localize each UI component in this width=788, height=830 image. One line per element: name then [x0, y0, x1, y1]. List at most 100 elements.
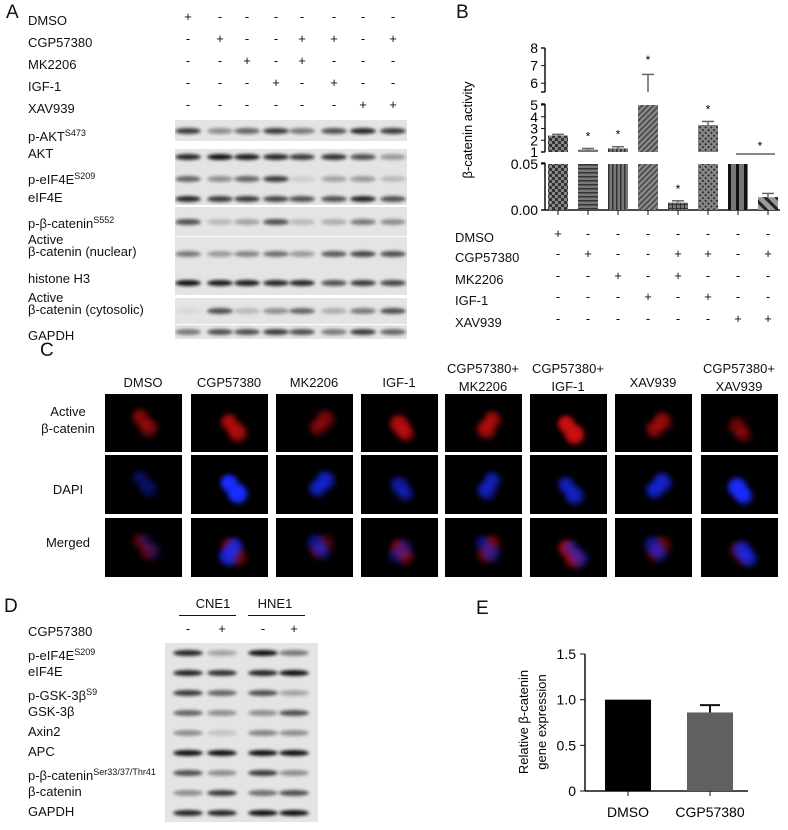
- y-tick-label: 4: [530, 109, 538, 125]
- treatment-sign: -: [585, 268, 591, 283]
- western-blot-strip: [165, 663, 318, 683]
- significance-star: *: [616, 128, 621, 142]
- cell-signal: [476, 536, 492, 552]
- blot-band: [173, 790, 203, 796]
- treatment-sign: -: [299, 75, 305, 90]
- cell-signal: [571, 550, 585, 564]
- cell-signal: [133, 534, 145, 546]
- western-blot-strip: [165, 643, 318, 663]
- blot-label-text: p-eIF4E: [28, 648, 75, 663]
- treatment-sign: -: [360, 53, 366, 68]
- cell-signal: [654, 474, 672, 492]
- bar: [638, 105, 658, 152]
- blot-band: [380, 250, 406, 257]
- blot-label: GAPDH: [28, 329, 74, 343]
- blot-band: [279, 650, 309, 656]
- blot-band: [279, 809, 309, 816]
- blot-band: [207, 730, 237, 736]
- treatment-sign: -: [390, 75, 396, 90]
- blot-label-text: p-β-catenin: [28, 768, 94, 783]
- x-tick-label: CGP57380: [675, 804, 744, 820]
- blot-band: [321, 250, 347, 257]
- column-header: CGP57380+: [447, 361, 519, 376]
- cell-signal: [145, 543, 163, 561]
- treatment-label: DMSO: [455, 230, 494, 245]
- cell-signal: [485, 473, 501, 489]
- cell-signal: [654, 413, 668, 427]
- treatment-sign: -: [735, 289, 741, 304]
- blot-band: [207, 196, 233, 202]
- fluorescence-image: [191, 455, 268, 514]
- western-blot-strip: [175, 237, 407, 270]
- treatment-sign: -: [260, 621, 266, 636]
- blot-band: [380, 329, 406, 335]
- blot-label: p-eIF4ES209: [28, 645, 95, 663]
- treatment-sign: -: [185, 53, 191, 68]
- western-blot-strip: [165, 763, 318, 783]
- y-tick-label: 1.0: [557, 692, 577, 708]
- blot-band: [279, 750, 309, 756]
- cell-signal: [310, 420, 326, 436]
- blot-band: [289, 175, 315, 182]
- column-header: MK2206: [289, 375, 339, 390]
- blot-band: [380, 308, 406, 314]
- cell-signal: [647, 546, 663, 562]
- western-blot-strip: [175, 120, 407, 141]
- blot-band: [234, 175, 260, 182]
- cell-signal: [220, 548, 238, 566]
- cell-signal: [391, 416, 409, 434]
- cell-signal: [398, 549, 414, 565]
- cell-signal: [391, 540, 409, 558]
- treatment-sign: -: [244, 31, 250, 46]
- bar: [728, 164, 748, 210]
- cell-signal: [310, 544, 326, 560]
- treatment-sign: -: [185, 31, 191, 46]
- blot-band: [350, 250, 376, 257]
- treatment-label: CGP57380: [28, 624, 93, 639]
- cell-signal: [654, 537, 668, 551]
- treatment-sign: -: [645, 311, 651, 326]
- treatment-sign: -: [244, 9, 250, 24]
- treatment-sign: -: [555, 289, 561, 304]
- bar: [578, 149, 598, 152]
- bar: [608, 148, 628, 152]
- treatment-sign: -: [273, 9, 279, 24]
- cell-signal: [396, 540, 410, 554]
- blot-band: [234, 218, 260, 225]
- treatment-sign: +: [184, 9, 192, 24]
- y-tick-label: 8: [530, 40, 538, 56]
- treatment-sign: -: [185, 75, 191, 90]
- column-header: CGP57380+: [703, 361, 775, 376]
- blot-band: [350, 175, 376, 182]
- cell-signal: [652, 546, 664, 558]
- cell-line-underline: [179, 615, 236, 616]
- bar: [638, 164, 658, 210]
- blot-band: [321, 127, 347, 134]
- cell-signal: [483, 545, 497, 559]
- cell-signal: [566, 426, 584, 444]
- blot-band: [207, 670, 237, 676]
- treatment-sign: +: [359, 97, 367, 112]
- treatment-sign: -: [675, 289, 681, 304]
- blot-band: [173, 730, 203, 736]
- bar: [687, 712, 733, 791]
- cell-signal: [317, 535, 335, 553]
- fluorescence-image: [361, 394, 438, 452]
- blot-band: [350, 196, 376, 202]
- treatment-sign: -: [615, 289, 621, 304]
- blot-band: [207, 750, 237, 756]
- blot-band: [173, 670, 203, 676]
- blot-label: p-β-cateninSer33/37/Thr41: [28, 765, 156, 783]
- cell-signal: [140, 419, 154, 433]
- blot-band: [248, 650, 278, 656]
- cell-signal: [734, 542, 752, 560]
- blot-band: [234, 308, 260, 314]
- treatment-sign: -: [390, 9, 396, 24]
- row-label: DAPI: [52, 482, 84, 497]
- blot-band: [207, 770, 237, 776]
- blot-band: [248, 710, 278, 716]
- treatment-sign: +: [704, 289, 712, 304]
- fluorescence-image: [105, 394, 182, 452]
- blot-band: [289, 308, 315, 314]
- cell-signal: [140, 419, 158, 437]
